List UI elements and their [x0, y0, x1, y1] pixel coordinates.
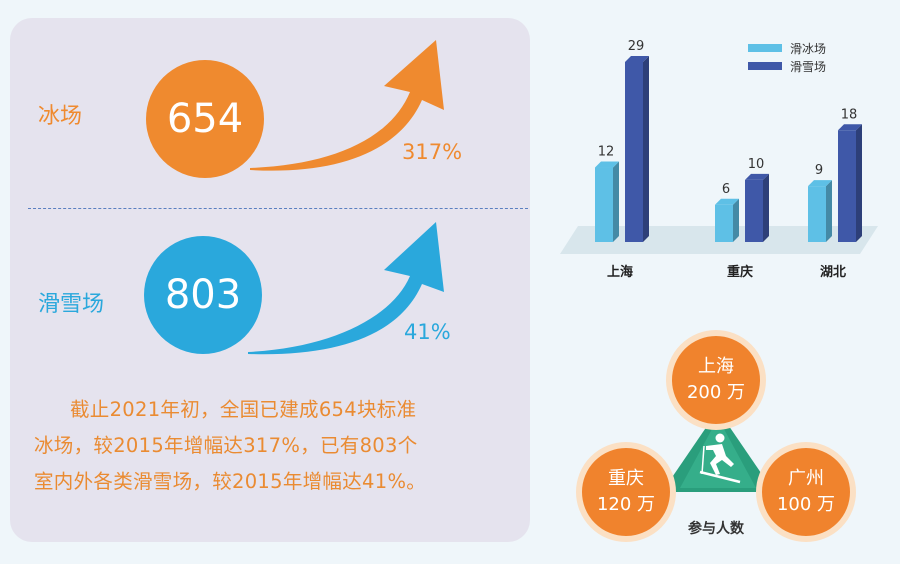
bar-滑冰场-重庆 [715, 204, 733, 242]
bar-side [826, 180, 832, 242]
bar-top [625, 56, 649, 62]
bar-side [733, 198, 739, 242]
bar-top [838, 124, 862, 131]
bar-滑冰场-上海 [595, 167, 613, 242]
data-label: 9 [815, 163, 823, 178]
rinks-label: 冰场 [38, 104, 83, 129]
bar-side [763, 173, 769, 242]
participants-bubble-shanghai: 上海 200 万 [666, 330, 766, 430]
legend-entry: 滑雪场 [790, 60, 826, 74]
participants-bubble-guangzhou: 广州 100 万 [756, 442, 856, 542]
bar-top [715, 198, 739, 205]
tick-label-上海: 上海 [607, 264, 633, 280]
tick-label-湖北: 湖北 [820, 265, 846, 280]
rinks-count-circle: 654 [146, 60, 264, 178]
summary-text: 截止2021年初，全国已建成654块标准 冰场，较2015年增幅达317%，已有… [34, 392, 514, 500]
data-label: 6 [722, 182, 730, 197]
bubble-city: 重庆 [608, 468, 644, 489]
data-label: 12 [598, 145, 615, 160]
participants-label: 参与人数 [688, 521, 744, 537]
rinks-count: 654 [166, 96, 244, 142]
bar-side [613, 161, 619, 242]
ski-count-circle: 803 [144, 236, 262, 354]
bar-top [808, 180, 832, 187]
summary-line-2: 冰场，较2015年增幅达317%，已有803个 [34, 434, 418, 457]
bar-side [643, 56, 649, 242]
rinks-growth: 317% [402, 140, 463, 164]
ski-count: 803 [164, 272, 242, 318]
ski-label: 滑雪场 [38, 292, 105, 317]
bubble-value: 200 万 [686, 382, 746, 403]
tick-label-重庆: 重庆 [727, 264, 753, 280]
participants-bubble-chongqing: 重庆 120 万 [576, 442, 676, 542]
bar-side [856, 124, 862, 242]
bubble-value: 100 万 [776, 494, 836, 515]
bubble-city: 上海 [698, 356, 734, 377]
bubble-city: 广州 [788, 468, 824, 489]
legend-entry: 滑冰场 [790, 42, 826, 56]
bar-top [595, 161, 619, 168]
bar-top [745, 173, 769, 180]
ski-growth: 41% [404, 320, 451, 344]
bar-滑雪场-重庆 [745, 179, 763, 242]
legend-swatch [748, 62, 782, 70]
skier-icon [699, 433, 741, 484]
data-label: 29 [628, 39, 645, 54]
data-label: 18 [841, 107, 858, 122]
bar-滑冰场-湖北 [808, 186, 826, 242]
legend-swatch [748, 44, 782, 52]
divider [28, 208, 528, 209]
summary-line-1: 截止2021年初，全国已建成654块标准 [70, 398, 417, 421]
bar-滑雪场-上海 [625, 62, 643, 242]
data-label: 10 [748, 157, 765, 172]
bubble-value: 120 万 [596, 494, 656, 515]
bar-滑雪场-湖北 [838, 130, 856, 242]
summary-line-3: 室内外各类滑雪场，较2015年增幅达41%。 [34, 470, 427, 493]
